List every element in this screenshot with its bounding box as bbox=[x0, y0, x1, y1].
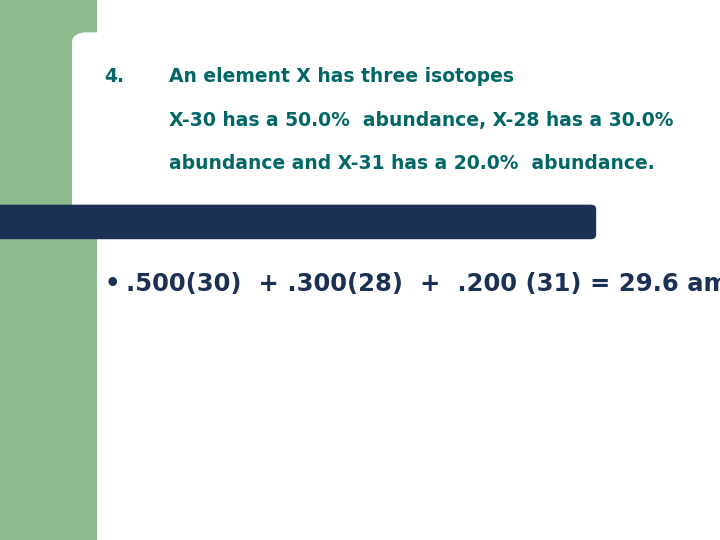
FancyBboxPatch shape bbox=[0, 0, 97, 540]
Text: 4.: 4. bbox=[104, 68, 125, 86]
Text: X-30 has a 50.0%  abundance, X-28 has a 30.0%: X-30 has a 50.0% abundance, X-28 has a 3… bbox=[169, 111, 674, 130]
Text: abundance and X-31 has a 20.0%  abundance.: abundance and X-31 has a 20.0% abundance… bbox=[169, 154, 655, 173]
Text: •: • bbox=[104, 272, 120, 295]
Text: An element X has three isotopes: An element X has three isotopes bbox=[169, 68, 514, 86]
FancyBboxPatch shape bbox=[0, 205, 596, 239]
Text: .500(30)  + .300(28)  +  .200 (31) = 29.6 amu: .500(30) + .300(28) + .200 (31) = 29.6 a… bbox=[126, 272, 720, 295]
FancyBboxPatch shape bbox=[72, 32, 720, 216]
